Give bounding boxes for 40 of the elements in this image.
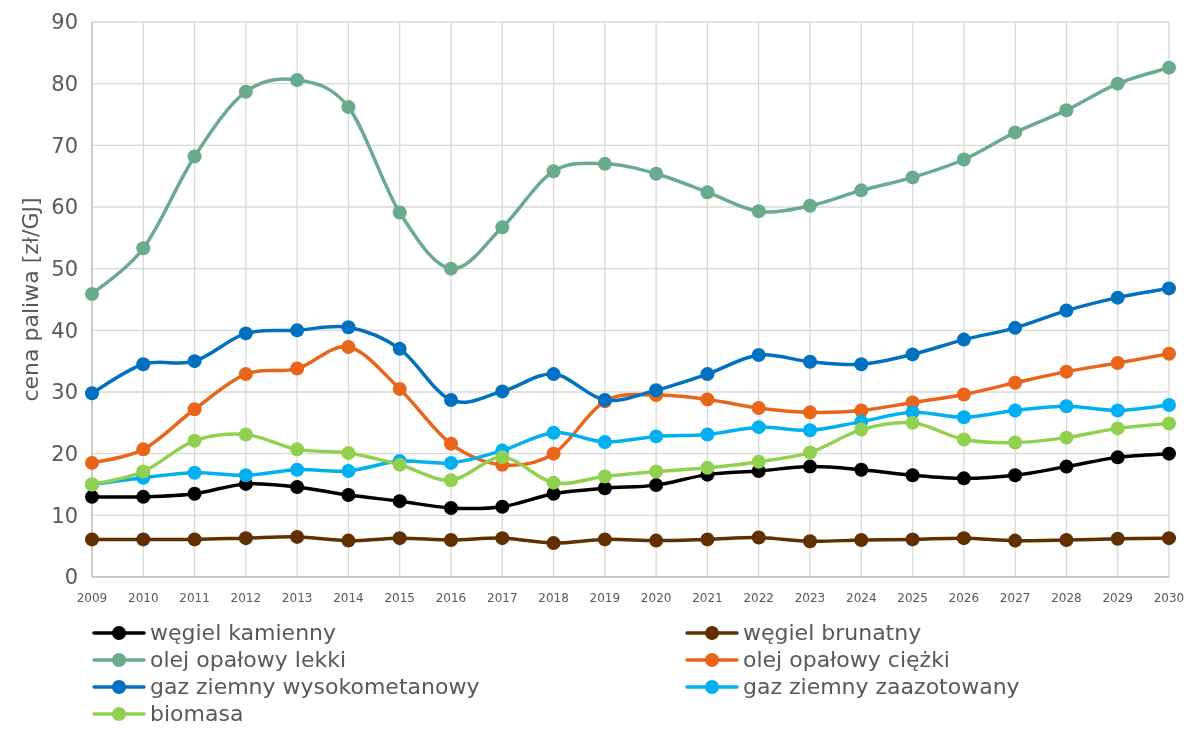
y-tick-label: 30: [51, 380, 78, 405]
y-tick-label: 80: [51, 72, 78, 97]
x-tick-label: 2017: [487, 590, 518, 605]
legend-label: węgiel brunatny: [743, 619, 922, 646]
legend-label: olej opałowy ciężki: [743, 646, 950, 673]
x-tick-label: 2025: [897, 590, 928, 605]
x-tick-label: 2019: [589, 590, 621, 605]
x-tick-label: 2020: [640, 590, 672, 605]
legend-label: gaz ziemny wysokometanowy: [150, 673, 480, 700]
legend-label: biomasa: [150, 700, 244, 727]
x-tick-label: 2030: [1153, 590, 1185, 605]
y-tick-label: 60: [51, 195, 78, 220]
y-axis-title: cena paliwa [zł/GJ]: [17, 197, 43, 402]
y-tick-label: 50: [51, 257, 78, 282]
y-tick-label: 90: [51, 10, 78, 35]
y-tick-label: 40: [51, 318, 78, 343]
legend-label: gaz ziemny zaazotowany: [743, 673, 1020, 700]
legend-label: węgiel kamienny: [150, 619, 337, 646]
x-tick-label: 2027: [999, 590, 1031, 605]
x-tick-label: 2023: [794, 590, 826, 605]
x-tick-label: 2021: [692, 590, 723, 605]
x-tick-label: 2026: [948, 590, 980, 605]
x-tick-label: 2028: [1051, 590, 1082, 605]
x-tick-label: 2015: [384, 590, 415, 605]
x-tick-label: 2011: [179, 590, 210, 605]
x-tick-label: 2029: [1102, 590, 1133, 605]
y-tick-label: 20: [51, 442, 78, 467]
y-tick-label: 70: [51, 133, 78, 158]
x-tick-label: 2024: [846, 590, 877, 605]
x-tick-label: 2009: [76, 590, 108, 605]
y-tick-label: 0: [64, 565, 78, 590]
x-tick-label: 2018: [538, 590, 569, 605]
y-tick-label: 10: [51, 503, 78, 528]
x-tick-label: 2016: [435, 590, 467, 605]
x-tick-label: 2010: [128, 590, 159, 605]
x-tick-label: 2013: [281, 590, 313, 605]
x-tick-label: 2014: [333, 590, 364, 605]
legend-label: olej opałowy lekki: [150, 646, 347, 673]
x-tick-label: 2012: [230, 590, 262, 605]
x-tick-label: 2022: [743, 590, 774, 605]
